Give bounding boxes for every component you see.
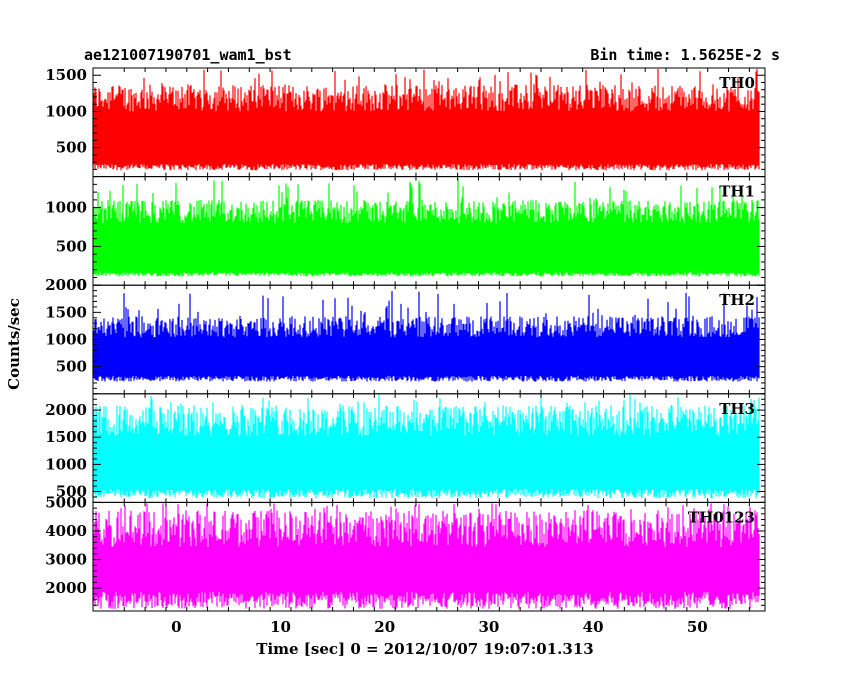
x-tick-label: 30 [478,618,499,636]
x-tick-label: 40 [583,618,604,636]
x-tick-label: 10 [270,618,291,636]
panel-label-th2: TH2 [719,291,755,309]
x-tick-label: 50 [687,618,708,636]
panel-frame-th0123 [92,501,766,612]
series-th2-line [92,291,760,382]
chart-title: ae121007190701_wam1_bst [84,46,292,64]
bin-time-label: Bin time: 1.5625E-2 s [590,46,780,64]
panel-label-th0: TH0 [719,74,755,92]
y-tick-label: 5000 [45,493,87,511]
panel-label-th3: TH3 [719,400,755,418]
x-axis-label: Time [sec] 0 = 2012/10/07 19:07:01.313 [256,640,594,658]
x-tick-label: 0 [171,618,181,636]
y-tick-label: 1000 [45,102,87,120]
panel-label-th1: TH1 [719,183,755,201]
y-tick-label: 1500 [45,66,87,84]
y-tick-label: 500 [56,139,87,157]
series-th0-line [92,69,760,171]
y-tick-label: 1000 [45,455,87,473]
y-tick-label: 1500 [45,303,87,321]
y-tick-label: 500 [56,483,87,501]
y-tick-label: 500 [56,237,87,255]
y-tick-label: 1000 [45,331,87,349]
x-tick-label: 20 [374,618,395,636]
y-tick-label: 0 [77,276,87,294]
y-tick-label: 3000 [45,551,87,569]
y-tick-label: 4000 [45,522,87,540]
series-th0123-line [92,503,760,609]
panel-label-th0123: TH0123 [688,508,755,526]
y-tick-label: 2000 [45,579,87,597]
y-tick-label: 1000 [45,199,87,217]
y-tick-label: 500 [56,358,87,376]
series-th1-line [92,178,760,277]
series-th3-line [92,394,760,499]
y-tick-label: 2000 [45,276,87,294]
y-tick-label: 2000 [45,401,87,419]
y-axis-label: Counts/sec [5,298,23,390]
y-tick-label: 1500 [45,428,87,446]
